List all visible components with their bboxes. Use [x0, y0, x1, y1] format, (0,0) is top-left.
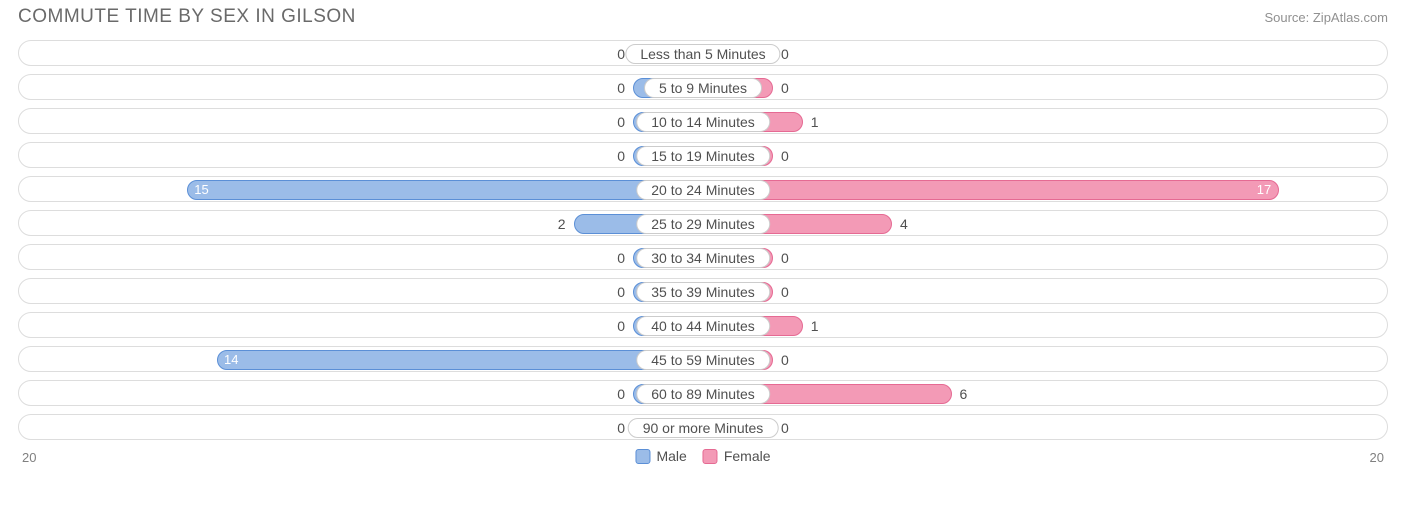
category-label: 90 or more Minutes [628, 418, 779, 438]
chart-row: 0 0 5 to 9 Minutes [18, 74, 1388, 100]
category-label: 15 to 19 Minutes [636, 146, 770, 166]
chart-header: COMMUTE TIME BY SEX IN GILSON Source: Zi… [0, 0, 1406, 32]
value-male: 0 [617, 415, 625, 441]
chart-row: 0 6 60 to 89 Minutes [18, 380, 1388, 406]
value-female: 0 [781, 41, 789, 67]
category-label: 10 to 14 Minutes [636, 112, 770, 132]
legend-male: Male [635, 448, 686, 464]
chart-row: 0 1 10 to 14 Minutes [18, 108, 1388, 134]
bar-female [703, 180, 1279, 200]
category-label: 30 to 34 Minutes [636, 248, 770, 268]
category-label: 60 to 89 Minutes [636, 384, 770, 404]
value-female: 0 [781, 245, 789, 271]
value-female: 17 [1257, 177, 1271, 203]
chart-row: 0 090 or more Minutes [18, 414, 1388, 440]
chart-row: 0 0 30 to 34 Minutes [18, 244, 1388, 270]
legend-female-label: Female [724, 448, 771, 464]
chart-row: 2 4 25 to 29 Minutes [18, 210, 1388, 236]
legend: Male Female [635, 448, 770, 464]
value-male: 0 [617, 313, 625, 339]
category-label: 25 to 29 Minutes [636, 214, 770, 234]
value-female: 0 [781, 143, 789, 169]
category-label: 45 to 59 Minutes [636, 350, 770, 370]
bar-male [187, 180, 703, 200]
value-female: 1 [811, 313, 819, 339]
value-male: 0 [617, 41, 625, 67]
value-male: 0 [617, 279, 625, 305]
chart-row: 0 0 35 to 39 Minutes [18, 278, 1388, 304]
value-male: 0 [617, 245, 625, 271]
chart-row: 0 0 15 to 19 Minutes [18, 142, 1388, 168]
chart-row: 15 17 20 to 24 Minutes [18, 176, 1388, 202]
swatch-female [703, 449, 718, 464]
category-label: Less than 5 Minutes [625, 44, 780, 64]
value-male: 0 [617, 109, 625, 135]
value-male: 0 [617, 381, 625, 407]
category-label: 5 to 9 Minutes [644, 78, 762, 98]
value-female: 0 [781, 347, 789, 373]
bar-male [217, 350, 704, 370]
category-label: 40 to 44 Minutes [636, 316, 770, 336]
chart-row: 14 0 45 to 59 Minutes [18, 346, 1388, 372]
chart-row: 0 1 40 to 44 Minutes [18, 312, 1388, 338]
value-female: 0 [781, 279, 789, 305]
legend-female: Female [703, 448, 771, 464]
value-male: 0 [617, 143, 625, 169]
category-label: 35 to 39 Minutes [636, 282, 770, 302]
chart-footer: 20 Male Female 20 [0, 448, 1406, 476]
chart-row: 0 0Less than 5 Minutes [18, 40, 1388, 66]
category-label: 20 to 24 Minutes [636, 180, 770, 200]
value-female: 6 [960, 381, 968, 407]
value-female: 0 [781, 75, 789, 101]
chart-area: 00Less than 5 Minutes005 to 9 Minutes011… [0, 32, 1406, 440]
value-male: 0 [617, 75, 625, 101]
value-male: 14 [224, 347, 238, 373]
value-male: 15 [194, 177, 208, 203]
axis-max-left: 20 [22, 450, 36, 465]
value-female: 1 [811, 109, 819, 135]
value-female: 4 [900, 211, 908, 237]
chart-title: COMMUTE TIME BY SEX IN GILSON [18, 6, 356, 28]
value-female: 0 [781, 415, 789, 441]
legend-male-label: Male [656, 448, 686, 464]
axis-max-right: 20 [1370, 450, 1384, 465]
chart-source: Source: ZipAtlas.com [1264, 10, 1388, 25]
swatch-male [635, 449, 650, 464]
value-male: 2 [558, 211, 566, 237]
